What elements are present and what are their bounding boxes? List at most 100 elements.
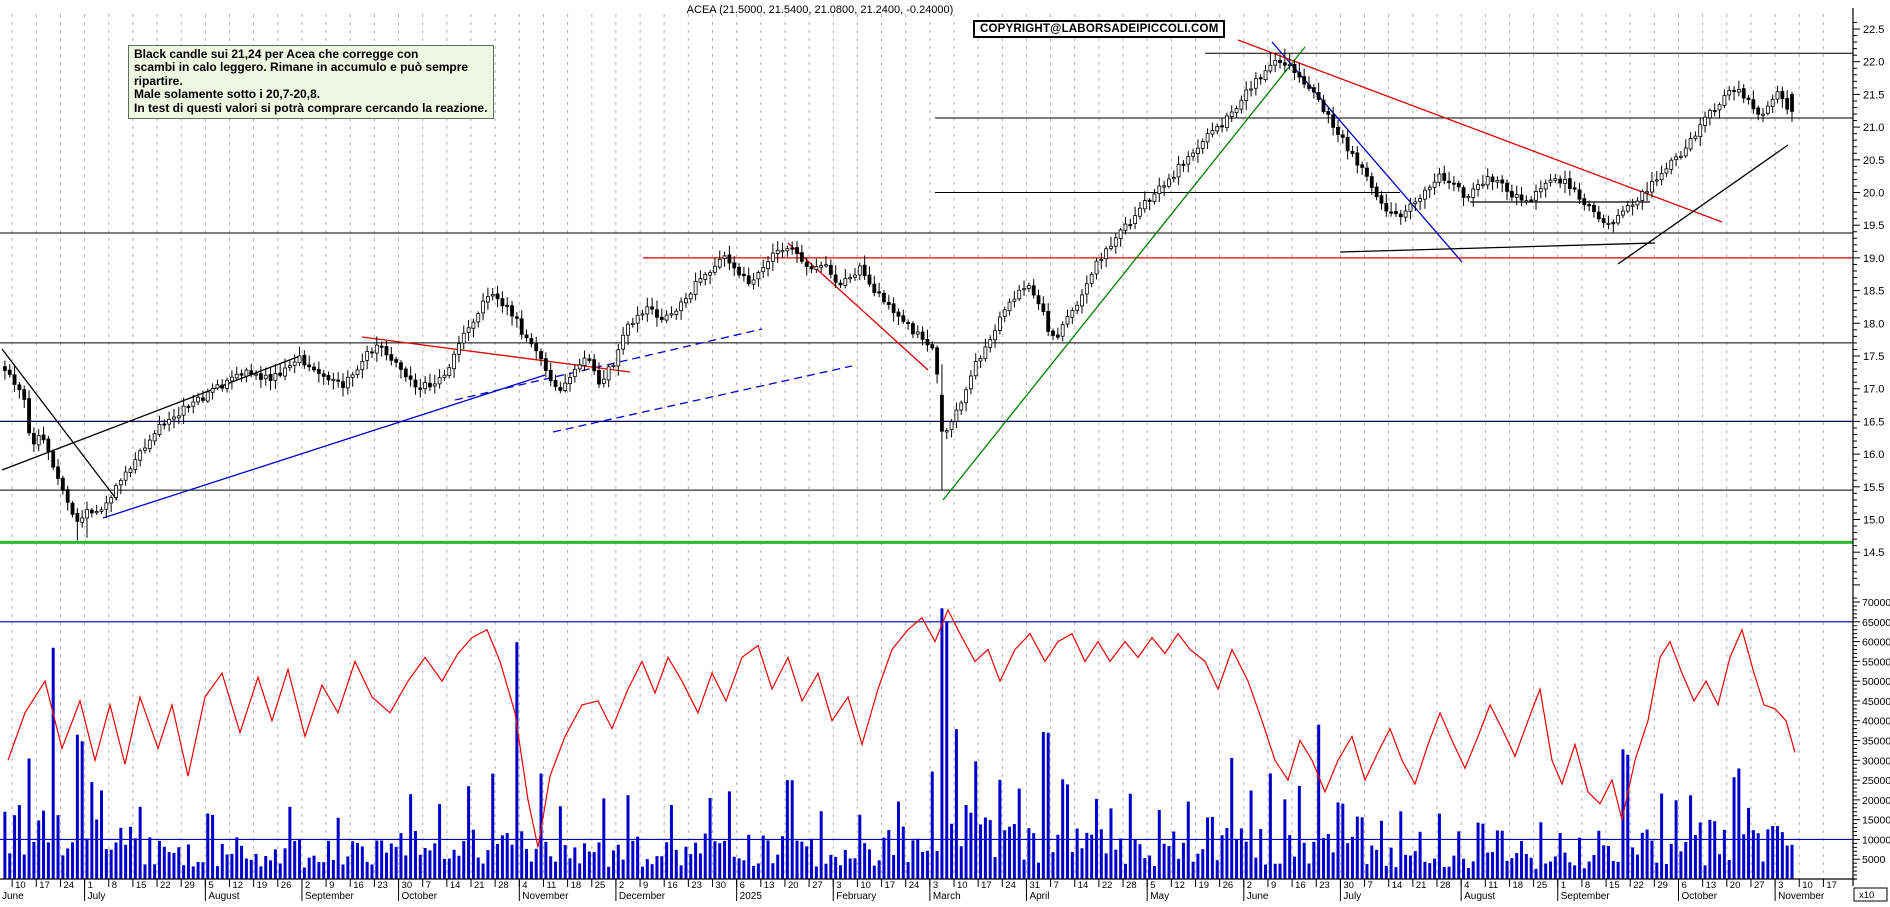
svg-text:October: October [402, 891, 438, 902]
svg-text:50000: 50000 [1862, 676, 1890, 688]
svg-text:July: July [1343, 891, 1361, 902]
svg-text:10: 10 [1802, 880, 1813, 891]
svg-text:9: 9 [1271, 880, 1276, 891]
volume-bars [3, 608, 1794, 879]
svg-text:1: 1 [88, 880, 93, 891]
svg-text:April: April [1029, 891, 1049, 902]
svg-text:15000: 15000 [1862, 815, 1890, 827]
svg-text:29: 29 [1657, 880, 1668, 891]
trend-lines [1, 39, 1789, 519]
analyst-note-line: Male solamente sotto i 20,7-20,8. [134, 87, 321, 102]
svg-text:35000: 35000 [1862, 736, 1890, 748]
svg-text:December: December [619, 891, 666, 902]
svg-text:12: 12 [233, 880, 244, 891]
svg-text:9: 9 [329, 880, 334, 891]
svg-text:18.0: 18.0 [1863, 318, 1884, 330]
svg-text:17: 17 [885, 880, 896, 891]
svg-text:23: 23 [377, 880, 388, 891]
svg-text:6: 6 [1682, 880, 1687, 891]
svg-text:40000: 40000 [1862, 716, 1890, 728]
svg-text:17: 17 [981, 880, 992, 891]
svg-text:8: 8 [112, 880, 117, 891]
svg-text:10: 10 [957, 880, 968, 891]
price-axis: 22.5 22.0 21.5 21.0 20.5 20.0 19.5 19.0 18.5 18.0… [1852, 8, 1884, 886]
svg-text:26: 26 [281, 880, 292, 891]
svg-text:May: May [1150, 891, 1169, 902]
chart-title: ACEA (21.5000, 21.5400, 21.0800, 21.2400… [686, 4, 954, 16]
analyst-note-line: In test di questi valori si potrà compra… [134, 100, 488, 115]
svg-text:23: 23 [1319, 880, 1330, 891]
svg-text:60000: 60000 [1862, 637, 1890, 649]
analyst-note-line: ripartire. [134, 73, 183, 88]
svg-text:22: 22 [1102, 880, 1113, 891]
svg-text:20000: 20000 [1862, 795, 1890, 807]
svg-text:45000: 45000 [1862, 696, 1890, 708]
svg-text:30: 30 [402, 880, 413, 891]
svg-text:25: 25 [595, 880, 606, 891]
svg-text:21.0: 21.0 [1863, 122, 1884, 134]
svg-text:1: 1 [1561, 880, 1566, 891]
svg-text:11: 11 [546, 880, 556, 891]
svg-text:September: September [1561, 891, 1611, 902]
svg-text:16: 16 [353, 880, 364, 891]
svg-text:2: 2 [1247, 880, 1252, 891]
svg-text:x10: x10 [1859, 890, 1874, 901]
svg-text:15.5: 15.5 [1863, 482, 1884, 494]
svg-text:19.0: 19.0 [1863, 253, 1884, 265]
svg-text:27: 27 [812, 880, 823, 891]
svg-text:65000: 65000 [1862, 617, 1890, 629]
svg-text:13: 13 [1706, 880, 1717, 891]
svg-text:September: September [305, 891, 355, 902]
svg-text:28: 28 [498, 880, 509, 891]
svg-text:7: 7 [426, 880, 431, 891]
svg-text:4: 4 [1464, 880, 1469, 891]
svg-text:5000: 5000 [1862, 854, 1886, 866]
svg-text:19: 19 [1199, 880, 1210, 891]
svg-text:17: 17 [1826, 880, 1837, 891]
svg-text:14: 14 [1392, 880, 1403, 891]
svg-text:22.5: 22.5 [1863, 24, 1884, 36]
svg-text:30: 30 [716, 880, 727, 891]
svg-text:21: 21 [474, 880, 485, 891]
svg-text:12: 12 [1174, 880, 1185, 891]
svg-text:June: June [1247, 891, 1269, 902]
svg-text:30: 30 [1343, 880, 1354, 891]
svg-text:16.5: 16.5 [1863, 416, 1884, 428]
svg-text:15: 15 [1609, 880, 1620, 891]
svg-text:28: 28 [1126, 880, 1137, 891]
svg-text:2: 2 [305, 880, 310, 891]
svg-text:24: 24 [909, 880, 920, 891]
svg-text:February: February [836, 891, 876, 902]
svg-text:4: 4 [522, 880, 527, 891]
svg-text:29: 29 [184, 880, 195, 891]
svg-text:November: November [522, 891, 569, 902]
svg-text:3: 3 [933, 880, 938, 891]
svg-text:17.5: 17.5 [1863, 351, 1884, 363]
svg-text:18.5: 18.5 [1863, 286, 1884, 298]
svg-text:11: 11 [1488, 880, 1498, 891]
volume-indicator-line [7, 608, 1796, 848]
svg-text:16.0: 16.0 [1863, 449, 1884, 461]
svg-text:15: 15 [136, 880, 147, 891]
svg-text:July: July [88, 891, 106, 902]
svg-text:24: 24 [63, 880, 74, 891]
svg-text:20: 20 [1730, 880, 1741, 891]
svg-text:13: 13 [764, 880, 775, 891]
svg-text:2: 2 [619, 880, 624, 891]
svg-text:17.0: 17.0 [1863, 384, 1884, 396]
svg-text:7: 7 [1368, 880, 1373, 891]
volume-axis: 70000 65000 60000 55000 50000 45000 40000 35000… [1853, 597, 1890, 902]
svg-text:3: 3 [1778, 880, 1783, 891]
svg-text:22: 22 [160, 880, 171, 891]
date-axis: 10 17 24 1 8 15 22 29 5 12 19 26 2 9 16 23 30 7 14 21 28 4 11 1… [0, 878, 1857, 902]
svg-text:7: 7 [1054, 880, 1059, 891]
svg-text:5: 5 [208, 880, 213, 891]
svg-text:19: 19 [257, 880, 268, 891]
copyright-badge: COPYRIGHT@LABORSADEIPICCOLI.COM [973, 20, 1226, 38]
svg-text:August: August [1464, 891, 1495, 902]
analyst-note-line: scambi in calo leggero. Rimane in accumu… [134, 60, 469, 75]
svg-text:20.5: 20.5 [1863, 155, 1884, 167]
analyst-note-line: Black candle sui 21,24 per Acea che corr… [134, 47, 419, 61]
